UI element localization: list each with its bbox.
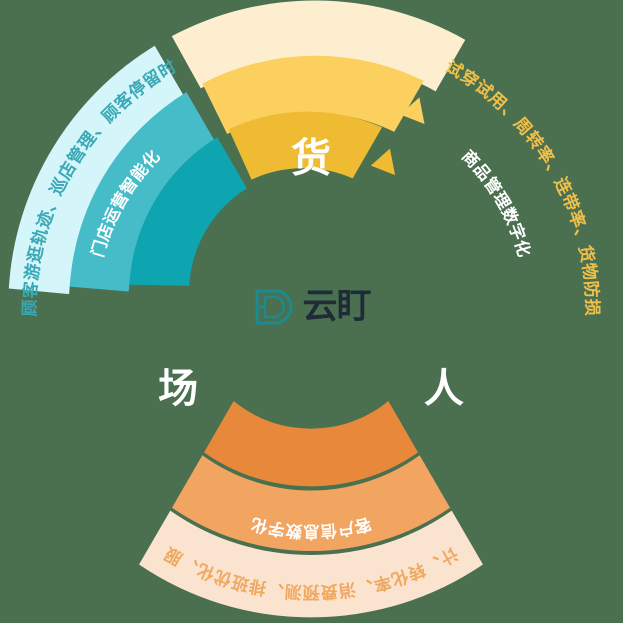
segment-huo-big-label: 货 (291, 136, 331, 182)
segment-huo-inner-ring (228, 111, 383, 180)
segment-chang-outer-ring (8, 45, 187, 295)
segment-chang-chevron-inner (170, 193, 198, 216)
segment-huo-chevron-inner (370, 148, 396, 176)
logo-d-monogram-icon (255, 289, 293, 325)
brand-logo: 云盯 (253, 276, 372, 338)
segment-ren-outer-ring (139, 510, 483, 618)
segment-huo-middle-label: 商品管理数字化 (458, 146, 535, 260)
logo-wordmark: 云盯 (302, 286, 371, 327)
segment-chang-big-label: 场 (158, 366, 198, 412)
segment-ren-middle-ring (171, 455, 451, 551)
segment-huo-chevron-middle (400, 97, 425, 124)
segment-ren-inner-ring (204, 401, 418, 487)
segment-ren-chevron-inner (286, 457, 336, 487)
segment-huo-middle-ring (202, 55, 424, 135)
segment-ren-chevron-middle (286, 509, 336, 539)
segment-chang-chevron-middle (139, 141, 167, 163)
segment-chang-middle-ring (69, 92, 217, 292)
segment-ren-big-label: 人 (424, 366, 464, 412)
